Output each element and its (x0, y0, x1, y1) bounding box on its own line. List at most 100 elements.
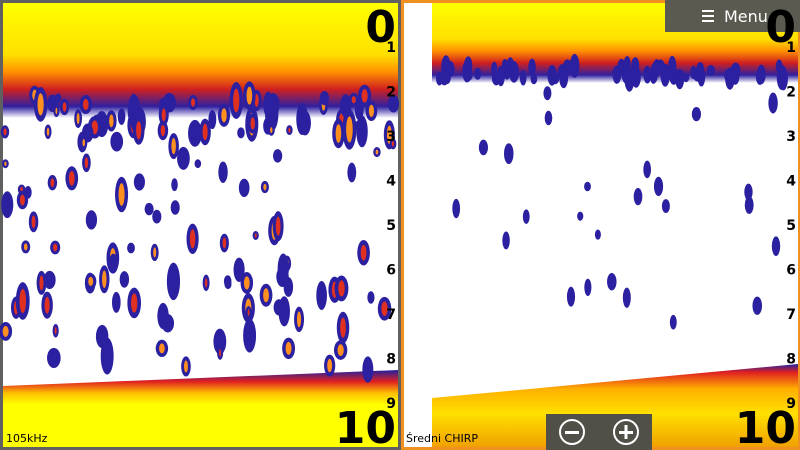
depth-scale-label: 1 (786, 40, 796, 56)
sonar-echo (254, 233, 257, 238)
sonar-echo (347, 162, 357, 183)
sonar-echo (85, 210, 98, 230)
sonar-echo (607, 272, 617, 291)
sonar-echo (584, 181, 591, 192)
sonar-echo (643, 65, 652, 84)
sonar-echo (441, 69, 448, 81)
sonar-echo (4, 161, 7, 166)
sonar-echo (346, 116, 353, 143)
sonar-echo (117, 108, 126, 125)
menu-button[interactable] (665, 0, 800, 32)
sonar-echo (690, 65, 697, 80)
sonar-echo (31, 215, 36, 229)
echo-layer (0, 53, 788, 383)
sonar-echo (339, 94, 352, 118)
sonar-echo (696, 62, 705, 78)
sonar-echo (76, 112, 80, 125)
sonar-echo (153, 247, 157, 258)
sonar-echo (463, 68, 473, 82)
mode-label: Średni CHIRP (406, 432, 478, 445)
sonar-echo (622, 287, 631, 308)
sonar-echo (530, 74, 538, 85)
sonar-echo (37, 93, 44, 116)
sonar-echo (559, 67, 569, 89)
sonar-echo (391, 140, 395, 147)
sonar-echo (275, 216, 281, 236)
sonar-echo (263, 288, 269, 303)
sonar-echo (337, 344, 344, 356)
sonar-echo (131, 293, 138, 313)
sonar-echo (340, 317, 346, 338)
sonar-echo (351, 96, 356, 104)
sonar-echo (338, 280, 345, 297)
sonar-echo (724, 68, 734, 83)
sonar-echo (656, 59, 665, 72)
sonar-echo (183, 360, 188, 373)
sonar-echo (272, 149, 283, 163)
sonar-echo (550, 72, 560, 85)
sonar-echo (191, 98, 195, 107)
sonar-echo (744, 183, 753, 201)
sonar-echo (194, 159, 202, 169)
bottom-band (432, 364, 798, 447)
sonar-echo (243, 276, 250, 290)
sonar-echo (771, 236, 781, 256)
sonar-echo (577, 211, 584, 221)
sonar-echo (375, 149, 379, 155)
sonar-echo (243, 318, 257, 353)
sonar-echo (360, 244, 367, 261)
sonar-echo (381, 301, 388, 317)
zoom-out-button[interactable] (559, 419, 585, 445)
sonar-echo (288, 127, 291, 133)
sonar-echo (675, 68, 685, 90)
sonar-echo (152, 209, 162, 224)
sonar-echo (691, 106, 702, 122)
sonar-echo (204, 278, 208, 288)
sonar-echo (744, 196, 754, 214)
sonar-echo (247, 309, 250, 317)
sonar-echo (594, 229, 601, 240)
sonar-echo (544, 110, 553, 126)
sonar-echo (3, 128, 7, 136)
sonar-echo (362, 356, 374, 383)
sonar-echo (1, 191, 14, 219)
sonar-echo (474, 67, 482, 80)
sonar-echo (327, 358, 333, 373)
sonar-echo (110, 131, 124, 152)
sonar-echo (238, 178, 250, 198)
sonar-echo (19, 288, 26, 314)
sonar-echo (653, 176, 664, 197)
sonar-echo (188, 119, 202, 147)
sonar-echo (108, 253, 118, 274)
sonar-echo (19, 194, 25, 206)
sonar-echo (119, 271, 130, 288)
sonar-echo (23, 243, 28, 251)
sonar-echo (213, 328, 227, 355)
menu-label: Menu (724, 7, 768, 26)
sonar-echo (519, 70, 527, 86)
depth-bottom: 10 (335, 403, 396, 450)
depth-scale-label: 6 (386, 263, 396, 279)
sonar-echo (296, 311, 302, 328)
sonar-echo (127, 242, 135, 254)
sonar-echo (668, 55, 677, 77)
zoom-in-button[interactable] (613, 419, 639, 445)
sonar-echo (109, 114, 114, 128)
sonar-echo (650, 72, 657, 84)
sonar-echo (84, 157, 89, 169)
sonar-echo (246, 86, 253, 105)
sonar-echo (144, 202, 154, 216)
sonar-echo (768, 92, 778, 114)
depth-scale-label: 9 (786, 396, 796, 412)
depth-scale-label: 5 (786, 218, 796, 234)
sonar-echo (233, 88, 240, 113)
sonar-echo (584, 278, 592, 297)
sonar-echo (171, 138, 176, 155)
sonar-echo (68, 170, 75, 186)
sonar-echo (278, 296, 290, 327)
depth-scale-label: 3 (386, 129, 396, 145)
sonar-echo (543, 86, 552, 101)
sonar-echo (464, 59, 472, 73)
sonar-echo (566, 286, 576, 307)
